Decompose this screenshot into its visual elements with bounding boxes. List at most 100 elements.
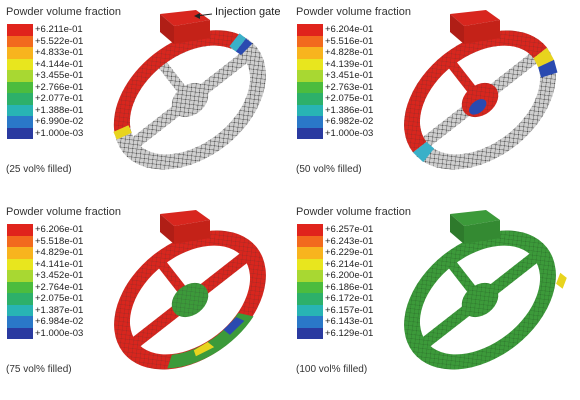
legend-entry: +5.518e-01 [7, 235, 97, 247]
legend-label: +6.984e-02 [35, 316, 84, 327]
legend-label: +6.982e-02 [325, 116, 374, 127]
legend-entry: +2.763e-01 [297, 81, 387, 93]
legend-label: +2.763e-01 [325, 81, 374, 93]
legend-label: +2.077e-01 [35, 93, 84, 104]
legend-swatch [297, 116, 323, 128]
wheel-model-25 [113, 10, 266, 170]
legend-entry: +5.522e-01 [7, 35, 97, 47]
color-legend: +6.204e-01 +5.516e-01 +4.828e-01 +4.139e-01… [297, 24, 387, 139]
fill-caption: (50 vol% filled) [296, 164, 362, 175]
legend-entry: +6.211e-01 [7, 24, 97, 36]
legend-label: +4.141e-01 [35, 258, 84, 270]
legend-entry: +1.386e-01 [297, 104, 387, 116]
legend-swatch [297, 281, 323, 293]
legend-swatch [297, 104, 323, 116]
legend-label: +5.522e-01 [35, 35, 84, 47]
legend-swatch [297, 293, 323, 305]
legend-label: +2.764e-01 [35, 281, 84, 293]
legend-entry: +6.214e-01 [297, 258, 387, 270]
legend-swatch [7, 327, 33, 339]
legend-entry: +3.452e-01 [7, 270, 97, 282]
legend-entry: +6.204e-01 [297, 24, 387, 36]
legend-swatch [7, 47, 33, 59]
legend-label: +2.075e-01 [35, 293, 84, 304]
legend-label: +4.144e-01 [35, 58, 84, 70]
legend-entry: +6.990e-02 [7, 116, 97, 128]
legend-swatch [297, 224, 323, 236]
legend-label: +6.211e-01 [35, 24, 83, 35]
legend-swatch [7, 258, 33, 270]
panel-title: Powder volume fraction [296, 206, 411, 218]
legend-swatch [7, 70, 33, 82]
legend-label: +1.000e-03 [35, 327, 84, 339]
color-legend: +6.211e-01 +5.522e-01 +4.833e-01 +4.144e-01… [7, 24, 97, 139]
fill-caption: (25 vol% filled) [6, 164, 72, 175]
wheel-model-75 [114, 210, 266, 370]
legend-entry: +4.828e-01 [297, 47, 387, 59]
legend-label: +3.452e-01 [35, 270, 84, 281]
legend-swatch [297, 70, 323, 82]
legend-label: +4.829e-01 [35, 247, 84, 258]
legend-entry: +5.516e-01 [297, 35, 387, 47]
legend-swatch [297, 247, 323, 259]
legend-label: +1.387e-01 [35, 304, 84, 316]
legend-label: +6.257e-01 [325, 224, 374, 235]
legend-swatch [7, 81, 33, 93]
panel-100-filled: Powder volume fraction +6.257e-01 +6.243e… [290, 200, 580, 400]
fill-caption: (75 vol% filled) [6, 364, 72, 375]
legend-label: +6.229e-01 [325, 247, 374, 258]
legend-entry: +6.129e-01 [297, 327, 387, 339]
legend-entry: +6.243e-01 [297, 235, 387, 247]
legend-entry: +1.000e-03 [297, 127, 387, 139]
legend-entry: +2.075e-01 [7, 293, 97, 305]
wheel-model-50 [404, 10, 558, 170]
fill-caption: (100 vol% filled) [296, 364, 368, 375]
legend-entry: +6.982e-02 [297, 116, 387, 128]
legend-swatch [7, 24, 33, 36]
legend-entry: +6.186e-01 [297, 281, 387, 293]
panel-title: Powder volume fraction [6, 6, 121, 18]
legend-entry: +6.157e-01 [297, 304, 387, 316]
legend-swatch [7, 235, 33, 247]
legend-swatch [7, 281, 33, 293]
legend-label: +4.828e-01 [325, 47, 374, 58]
legend-label: +1.000e-03 [325, 127, 374, 139]
legend-entry: +2.077e-01 [7, 93, 97, 105]
legend-swatch [297, 270, 323, 282]
legend-entry: +6.229e-01 [297, 247, 387, 259]
legend-swatch [297, 327, 323, 339]
legend-swatch [297, 127, 323, 139]
legend-label: +4.139e-01 [325, 58, 374, 70]
legend-swatch [297, 316, 323, 328]
legend-swatch [297, 235, 323, 247]
legend-entry: +3.451e-01 [297, 70, 387, 82]
legend-label: +4.833e-01 [35, 47, 84, 58]
legend-label: +1.000e-03 [35, 127, 84, 139]
legend-label: +6.243e-01 [325, 235, 374, 247]
legend-label: +6.157e-01 [325, 304, 374, 316]
legend-label: +6.214e-01 [325, 258, 374, 270]
legend-swatch [7, 247, 33, 259]
legend-swatch [297, 47, 323, 59]
legend-swatch [7, 93, 33, 105]
legend-label: +6.206e-01 [35, 224, 84, 235]
injection-gate-label: Injection gate [215, 6, 281, 18]
legend-entry: +2.766e-01 [7, 81, 97, 93]
legend-label: +3.451e-01 [325, 70, 374, 81]
legend-label: +1.388e-01 [35, 104, 84, 116]
legend-entry: +6.206e-01 [7, 224, 97, 236]
legend-label: +6.143e-01 [325, 316, 374, 327]
legend-label: +6.186e-01 [325, 281, 374, 293]
legend-entry: +1.000e-03 [7, 327, 97, 339]
legend-label: +2.075e-01 [325, 93, 374, 104]
legend-entry: +6.172e-01 [297, 293, 387, 305]
legend-entry: +4.141e-01 [7, 258, 97, 270]
legend-swatch [297, 81, 323, 93]
legend-swatch [7, 293, 33, 305]
panel-75-filled: Powder volume fraction +6.206e-01 +5.518e… [0, 200, 290, 400]
legend-label: +6.200e-01 [325, 270, 374, 281]
legend-entry: +1.000e-03 [7, 127, 97, 139]
color-legend: +6.257e-01 +6.243e-01 +6.229e-01 +6.214e-01… [297, 224, 387, 339]
legend-entry: +4.829e-01 [7, 247, 97, 259]
legend-swatch [7, 104, 33, 116]
